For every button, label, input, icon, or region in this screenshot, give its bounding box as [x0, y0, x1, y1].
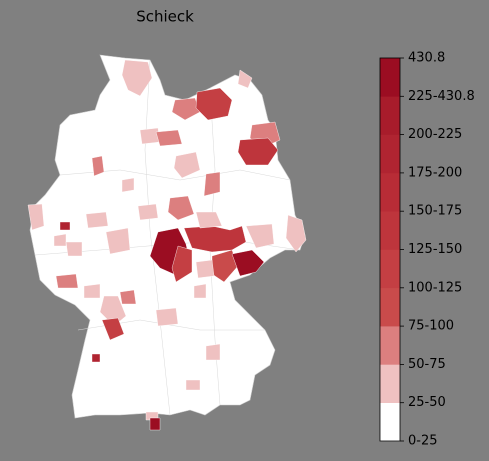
colorbar-label: 75-100 [408, 319, 454, 334]
colorbar-label: 100-125 [408, 280, 462, 295]
colorbar-segment [380, 287, 400, 327]
colorbar-segment [380, 172, 400, 212]
colorbar-segment [380, 58, 400, 97]
colorbar-label: 50-75 [408, 357, 446, 372]
colorbar-segment [380, 134, 400, 174]
colorbar-label: 175-200 [408, 165, 462, 180]
colorbar-label: 150-175 [408, 204, 462, 219]
colorbar-label: 225-430.8 [408, 89, 475, 104]
colorbar-label: 25-50 [408, 395, 446, 410]
colorbar-segment [380, 402, 400, 442]
colorbar-label: 125-150 [408, 242, 462, 257]
regions [27, 59, 307, 431]
colorbar-segment [380, 249, 400, 289]
colorbar-segment [380, 211, 400, 250]
map-title: Schieck [136, 8, 194, 26]
colorbar: 0-25 25-50 50-75 75-100 100-125 125-150 150-17… [379, 51, 475, 449]
colorbar-segment [380, 364, 400, 403]
colorbar-label: 200-225 [408, 127, 462, 142]
colorbar-label: 0-25 [408, 434, 438, 449]
colorbar-label: 430.8 [408, 51, 445, 66]
colorbar-segment [380, 326, 400, 365]
germany-map [27, 54, 307, 431]
colorbar-segment [380, 96, 400, 135]
